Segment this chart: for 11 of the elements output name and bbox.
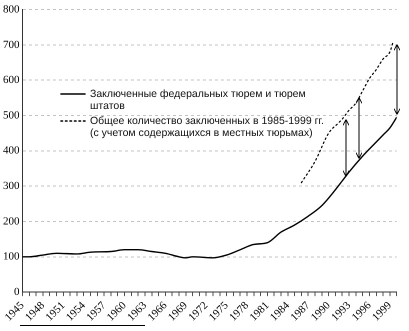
- legend-label: Общее количество заключенных в 1985-1999 гг. (с учетом содержащихся в местных тюрьмах): [90, 115, 325, 139]
- y-tick-label: 200: [3, 215, 20, 228]
- y-tick-label: 0: [14, 286, 20, 298]
- y-tick-label: 700: [3, 38, 20, 51]
- y-tick-label: 400: [3, 144, 20, 157]
- y-tick-label: 500: [3, 109, 20, 122]
- y-tick-label: 600: [3, 74, 20, 86]
- y-tick-label: 300: [3, 180, 20, 192]
- y-tick-label: 100: [3, 250, 20, 263]
- y-tick-label: 800: [3, 3, 20, 16]
- legend-label: Заключенные федеральных тюрем и тюрем штатов: [90, 88, 307, 112]
